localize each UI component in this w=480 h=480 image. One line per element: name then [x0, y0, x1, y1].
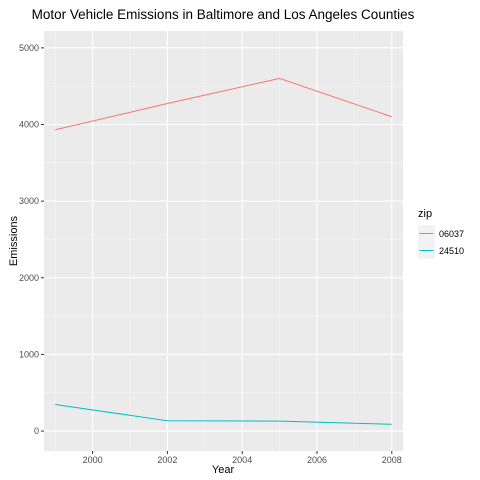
x-axis-title: Year — [212, 464, 235, 476]
x-tick-label: 2006 — [307, 455, 327, 465]
series-line-24510 — [55, 403, 392, 425]
minor-gridlines — [44, 31, 403, 451]
legend-title: zip — [418, 208, 432, 220]
legend: zip 06037 24510 — [418, 208, 464, 259]
series-line-06037 — [55, 77, 392, 131]
y-tick-label: 0 — [34, 426, 39, 436]
y-tick-label: 3000 — [19, 196, 39, 206]
y-axis-title: Emissions — [8, 215, 20, 266]
x-tick-label: 2000 — [83, 455, 103, 465]
y-axis: 0 1000 2000 3000 4000 5000 — [19, 43, 44, 436]
x-tick-label: 2008 — [382, 455, 402, 465]
x-tick-label: 2002 — [157, 455, 177, 465]
major-gridlines — [44, 31, 403, 451]
chart-title: Motor Vehicle Emissions in Baltimore and… — [32, 7, 415, 22]
y-tick-label: 5000 — [19, 43, 39, 53]
x-axis: 2000 2002 2004 2006 2008 — [83, 451, 402, 465]
x-tick-label: 2004 — [232, 455, 252, 465]
y-tick-label: 4000 — [19, 120, 39, 130]
y-tick-label: 2000 — [19, 273, 39, 283]
plot-background — [44, 31, 403, 451]
legend-label-06037: 06037 — [439, 229, 464, 239]
series-layer — [55, 77, 392, 425]
y-tick-label: 1000 — [19, 349, 39, 359]
legend-label-24510: 24510 — [439, 246, 464, 256]
